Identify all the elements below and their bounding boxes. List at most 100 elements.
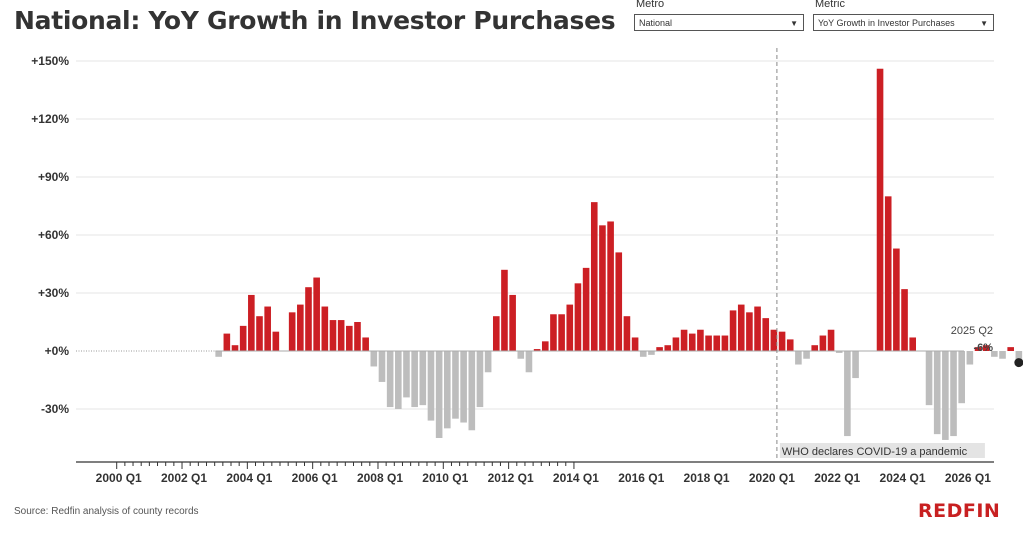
bar bbox=[444, 351, 451, 429]
bar bbox=[909, 337, 917, 351]
bar bbox=[1015, 351, 1023, 363]
bar bbox=[215, 351, 222, 357]
chevron-down-icon: ▼ bbox=[790, 19, 798, 28]
bar bbox=[770, 329, 778, 351]
bar bbox=[362, 337, 369, 351]
bar bbox=[248, 294, 255, 351]
bar bbox=[590, 202, 598, 351]
bar bbox=[272, 331, 280, 351]
bar bbox=[982, 345, 990, 351]
bar bbox=[427, 351, 435, 421]
bar bbox=[305, 287, 312, 351]
bar bbox=[933, 351, 941, 435]
bar bbox=[827, 329, 835, 351]
x-tick-label: 2010 Q1 bbox=[422, 471, 468, 485]
bar bbox=[991, 351, 998, 357]
bar bbox=[566, 304, 574, 351]
page-title: National: YoY Growth in Investor Purchas… bbox=[14, 6, 616, 35]
bar bbox=[803, 351, 810, 359]
bar bbox=[811, 345, 819, 351]
bar bbox=[354, 322, 361, 351]
bar bbox=[329, 320, 337, 351]
y-tick-label: +0% bbox=[45, 344, 70, 358]
bar bbox=[452, 351, 459, 419]
bar bbox=[819, 335, 827, 351]
bar bbox=[974, 347, 982, 351]
y-tick-label: +150% bbox=[31, 54, 69, 68]
bar bbox=[1007, 347, 1014, 351]
bar bbox=[378, 351, 386, 382]
bar bbox=[786, 339, 794, 351]
bar bbox=[435, 351, 443, 438]
bar bbox=[468, 351, 476, 431]
bar bbox=[264, 306, 271, 351]
bar bbox=[256, 316, 263, 351]
metro-label: Metro bbox=[636, 0, 665, 10]
bar bbox=[574, 283, 582, 351]
bar bbox=[370, 351, 378, 367]
bar bbox=[476, 351, 484, 408]
source-note: Source: Redfin analysis of county record… bbox=[14, 506, 199, 517]
bar bbox=[746, 312, 753, 351]
bar bbox=[795, 351, 802, 365]
bar bbox=[492, 316, 500, 351]
last-point-dot bbox=[1014, 358, 1023, 368]
bar bbox=[550, 314, 557, 351]
chevron-down-icon: ▼ bbox=[980, 19, 988, 28]
bar bbox=[288, 312, 296, 351]
bar bbox=[346, 325, 353, 351]
bar bbox=[697, 329, 704, 351]
bar bbox=[631, 337, 639, 351]
bar bbox=[876, 68, 884, 351]
bar bbox=[297, 304, 304, 351]
x-tick-label: 2024 Q1 bbox=[880, 471, 926, 485]
bar bbox=[386, 351, 394, 408]
bar bbox=[925, 351, 933, 406]
bar bbox=[999, 351, 1006, 359]
x-tick-label: 2016 Q1 bbox=[618, 471, 664, 485]
bar bbox=[223, 333, 231, 351]
x-tick-label: 2012 Q1 bbox=[488, 471, 534, 485]
last-point-value: -6% bbox=[973, 342, 993, 354]
bar bbox=[884, 196, 892, 351]
metro-select[interactable]: National ▼ bbox=[634, 14, 804, 31]
bar bbox=[893, 248, 900, 351]
bar bbox=[762, 318, 770, 351]
bar bbox=[737, 304, 745, 351]
metric-label: Metric bbox=[815, 0, 845, 10]
metric-select[interactable]: YoY Growth in Investor Purchases ▼ bbox=[813, 14, 994, 31]
x-tick-label: 2002 Q1 bbox=[161, 471, 207, 485]
bar bbox=[713, 335, 721, 351]
bar bbox=[615, 252, 623, 351]
bar bbox=[950, 351, 957, 437]
bar bbox=[844, 351, 851, 437]
bar bbox=[672, 337, 680, 351]
x-tick-label: 2000 Q1 bbox=[96, 471, 142, 485]
y-tick-label: +60% bbox=[38, 228, 69, 242]
last-point-label: 2025 Q2 bbox=[951, 325, 993, 337]
bar bbox=[721, 335, 729, 351]
bar bbox=[541, 341, 549, 351]
y-tick-label: +120% bbox=[31, 112, 69, 126]
bar bbox=[942, 351, 949, 440]
bar bbox=[419, 351, 427, 406]
bar bbox=[558, 314, 565, 351]
bar bbox=[533, 349, 541, 351]
bar bbox=[623, 316, 631, 351]
bar bbox=[835, 351, 843, 353]
bar bbox=[901, 289, 908, 351]
bar bbox=[778, 331, 786, 351]
bar bbox=[607, 221, 614, 351]
bar bbox=[852, 351, 859, 379]
bar bbox=[239, 325, 247, 351]
bar bbox=[460, 351, 467, 423]
bar bbox=[664, 345, 672, 351]
x-tick-label: 2026 Q1 bbox=[945, 471, 991, 485]
bar bbox=[966, 351, 974, 365]
bar bbox=[313, 277, 320, 351]
event-label: WHO declares COVID-19 a pandemic bbox=[782, 446, 968, 458]
bar bbox=[639, 351, 647, 357]
bar bbox=[395, 351, 402, 409]
y-tick-label: -30% bbox=[41, 402, 69, 416]
